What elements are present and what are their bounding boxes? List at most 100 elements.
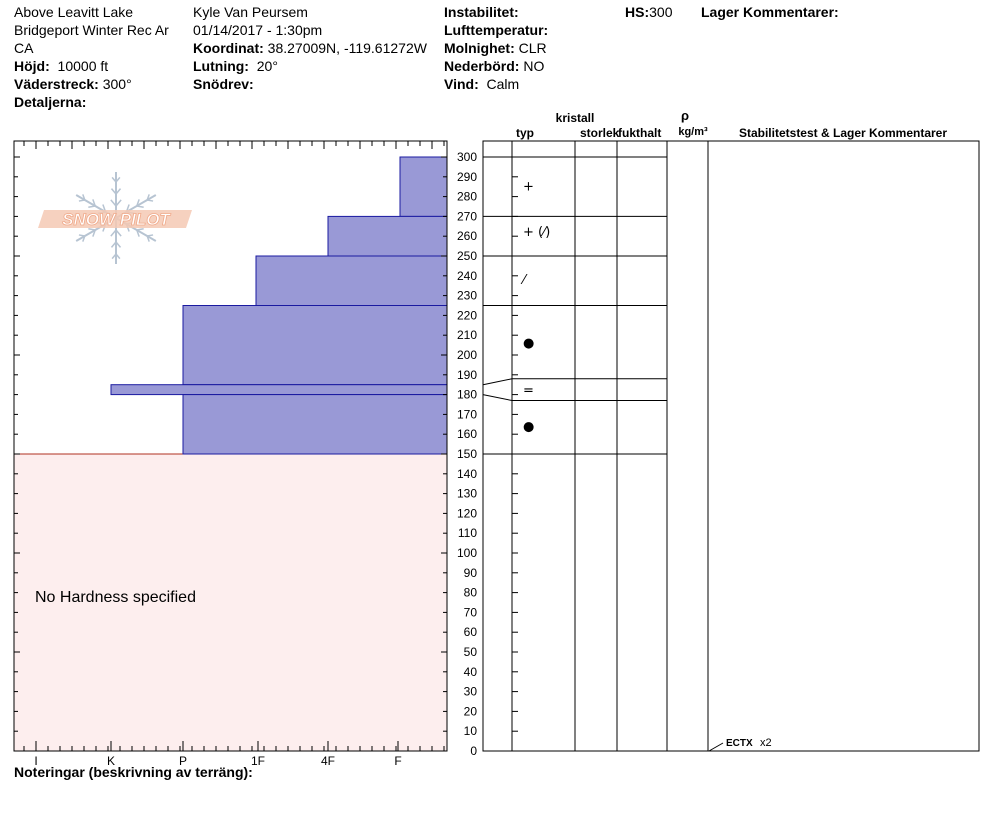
hardness-bar-3	[182, 305, 448, 386]
slope: Lutning: 20°	[193, 58, 278, 74]
coordinates: Koordinat: 38.27009N, -119.61272W	[193, 40, 427, 56]
depth-tick-label: 140	[457, 467, 477, 481]
grain-symbol: ●	[523, 336, 534, 351]
depth-tick-label: 90	[464, 566, 478, 580]
depth-tick-label: 260	[457, 229, 477, 243]
snowflake-branch	[88, 205, 96, 208]
snowflake-branch	[115, 229, 122, 237]
depth-tick-label: 190	[457, 368, 477, 382]
snowflake-branch	[115, 253, 121, 260]
instability: Instabilitet:	[444, 4, 519, 20]
hardness-bar-0	[399, 156, 448, 217]
grain-symbol: ●	[523, 419, 534, 434]
observer-name: Kyle Van Peursem	[193, 4, 308, 20]
depth-tick-label: 40	[464, 665, 478, 679]
hardness-tick-label: K	[107, 754, 115, 768]
depth-tick-label: 160	[457, 427, 477, 441]
wind: Vind: Calm	[444, 76, 520, 92]
snowflake-branch	[111, 176, 117, 183]
snowflake-branch	[92, 199, 96, 207]
header-col-2: Kyle Van Peursem 01/14/2017 - 1:30pm Koo…	[193, 3, 427, 93]
terrain-notes-label: Noteringar (beskrivning av terräng):	[14, 764, 253, 780]
snowflake-branch	[88, 228, 96, 231]
details: Detaljerna:	[14, 94, 87, 110]
snowflake-branch	[147, 199, 154, 202]
snowflake-branch	[115, 241, 122, 248]
snowflake-branch	[110, 188, 117, 195]
depth-tick-label: 100	[457, 546, 477, 560]
depth-axis: 0 10 20 30 40 50 60 70 80 90 100 110 120 130 140 150 160…	[457, 150, 477, 758]
grain-symbol: +	[523, 180, 534, 195]
hardness-bar-5	[182, 394, 448, 455]
depth-tick-label: 210	[457, 328, 477, 342]
depth-tick-label: 70	[464, 605, 478, 619]
snowflake-branch	[136, 199, 140, 207]
grain-symbol: + (⁄)	[523, 225, 550, 240]
grain-symbol: ⁄	[520, 273, 528, 288]
hardness-tick-label: P	[179, 754, 187, 768]
hardness-bar-4	[110, 384, 448, 396]
boundary-connector	[482, 394, 513, 402]
density-symbol-header: ρ	[681, 108, 689, 123]
snow-pilot-logo: SNOW PILOT	[38, 172, 192, 264]
snowflake-branch	[111, 253, 117, 260]
snowflake-branch	[78, 199, 85, 202]
stability-test-label: ECTX	[726, 738, 753, 749]
snowflake-branch	[82, 235, 86, 242]
snowflake-branch	[115, 199, 122, 207]
hardness-layers	[110, 156, 448, 455]
hardness-tick-label: 4F	[321, 754, 335, 768]
hardness-bar-1	[327, 215, 448, 257]
air-temperature: Lufttemperatur:	[444, 22, 549, 38]
no-hardness-fill	[14, 454, 447, 751]
depth-tick-label: 30	[464, 685, 478, 699]
depth-tick-label: 200	[457, 348, 477, 362]
layer-table-border	[482, 140, 980, 752]
header-col-3: Instabilitet: Lufttemperatur: Molnighet:…	[444, 3, 548, 93]
stability-header: Stabilitetstest & Lager Kommentarer	[739, 126, 947, 140]
depth-tick-label: 170	[457, 407, 477, 421]
precipitation: Nederbörd: NO	[444, 58, 545, 74]
drift: Snödrev:	[193, 76, 254, 92]
hardness-axis: I K P 1F 4F F	[34, 741, 402, 768]
snowflake-branch	[147, 234, 154, 237]
depth-tick-label: 0	[470, 744, 477, 758]
state-name: CA	[14, 40, 34, 56]
snowflake-branch	[78, 234, 85, 237]
snowflake-branch	[110, 199, 117, 207]
no-hardness-label: No Hardness specified	[35, 589, 196, 606]
depth-tick-label: 300	[457, 150, 477, 164]
moisture-header: fukthalt	[618, 126, 661, 140]
header-col-1: Above Leavitt Lake Bridgeport Winter Rec…	[14, 3, 169, 111]
depth-tick-label: 20	[464, 704, 478, 718]
snowflake-branch	[146, 235, 150, 242]
snowflake-branch	[92, 229, 96, 237]
snowflake-branch	[110, 241, 117, 248]
snowflake-branch	[115, 176, 121, 183]
logo-text: SNOW PILOT	[62, 210, 171, 229]
snowflake-branch	[82, 194, 86, 201]
depth-tick-label: 290	[457, 170, 477, 184]
logo-banner	[38, 210, 192, 228]
depth-tick-label: 250	[457, 249, 477, 263]
stability-pointer	[708, 742, 724, 752]
hardness-tick-label: F	[394, 754, 401, 768]
depth-tick-label: 240	[457, 269, 477, 283]
sky-cover: Molnighet: CLR	[444, 40, 547, 56]
hardness-tick-label: I	[34, 754, 37, 768]
layer-comments-heading: Lager Kommentarer:	[701, 4, 839, 20]
stability-test-count: x2	[760, 737, 772, 749]
location-name: Above Leavitt Lake	[14, 4, 134, 20]
grain-symbol: =	[523, 384, 534, 399]
depth-tick-label: 130	[457, 487, 477, 501]
snowflake-branch	[115, 188, 122, 195]
depth-tick-label: 270	[457, 209, 477, 223]
depth-tick-label: 230	[457, 289, 477, 303]
depth-tick-label: 220	[457, 308, 477, 322]
snowflake-branch	[136, 205, 144, 208]
depth-tick-label: 150	[457, 447, 477, 461]
density-unit-header: kg/m³	[678, 126, 708, 138]
size-header: storlek	[580, 126, 620, 140]
depth-tick-label: 10	[464, 724, 478, 738]
